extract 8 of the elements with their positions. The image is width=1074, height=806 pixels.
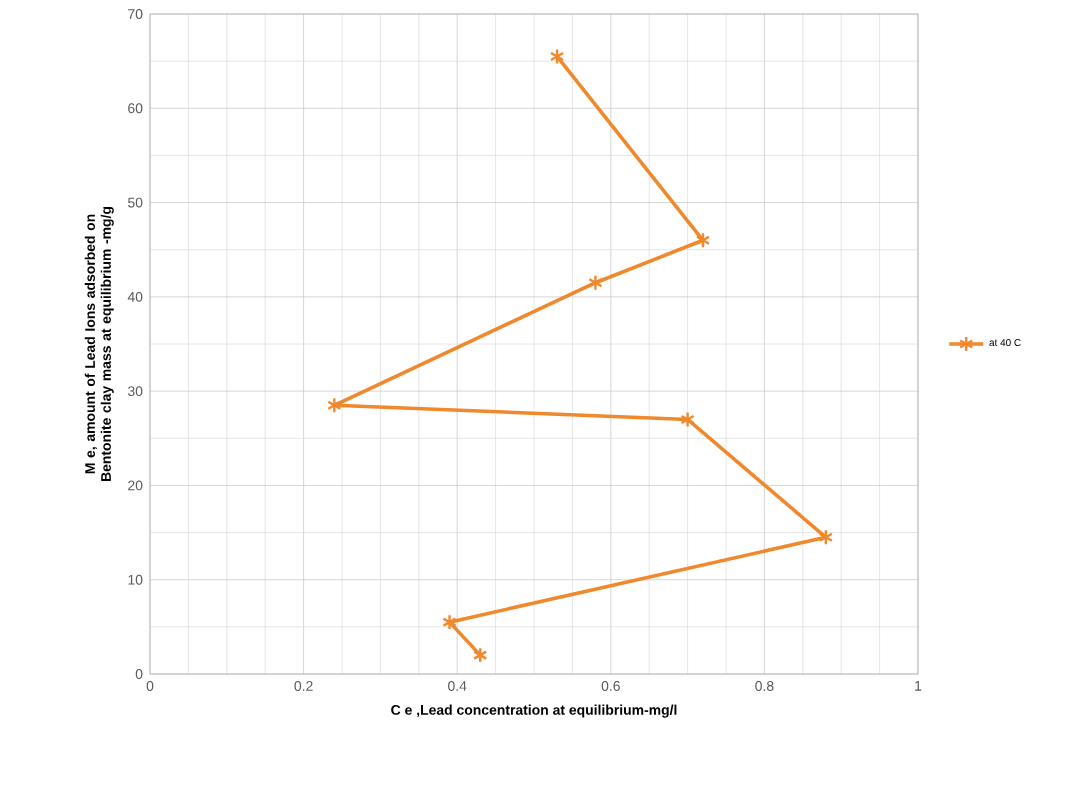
point [327,397,342,414]
point [680,411,695,428]
point [442,613,457,631]
point [549,48,565,65]
point [588,274,603,291]
point [818,529,834,546]
point [473,646,488,664]
point [695,232,711,249]
